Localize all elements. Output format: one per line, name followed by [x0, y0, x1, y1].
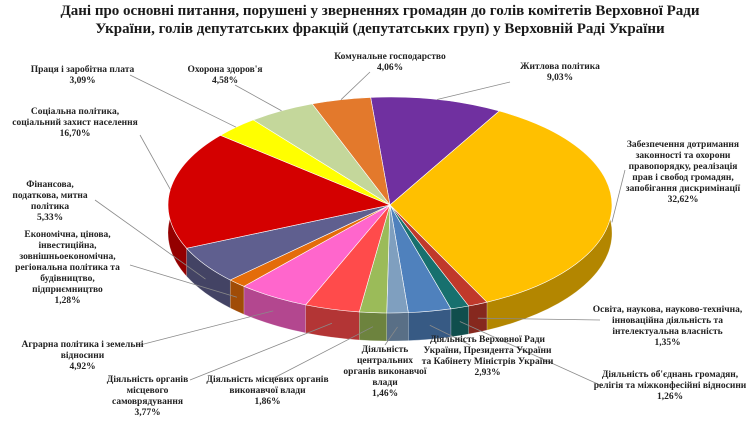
data-label: Економічна, цінова, інвестиційна, зовніш…: [5, 230, 130, 307]
slice-value: 9,03%: [546, 73, 574, 83]
slice-name: Аграрна політика і земельні відносини: [21, 340, 144, 361]
data-label: Соціальна політика, соціальний захист на…: [10, 107, 140, 140]
slice-name: Забезпечення дотримання законності та ох…: [625, 140, 741, 194]
slice-name: Діяльність об'єднань громадян, релігія т…: [593, 370, 747, 391]
slice-value: 3,77%: [134, 408, 161, 418]
slice-name: Діяльність органів місцевого самоврядува…: [106, 375, 189, 407]
leader-line: [189, 322, 333, 381]
slice-side: [386, 312, 409, 342]
leader-line: [477, 317, 601, 321]
leader-line: [437, 81, 511, 100]
slice-name: Освіта, наукова, науково-технічна, іннов…: [592, 305, 743, 337]
data-label: Забезпечення дотримання законності та ох…: [618, 140, 748, 206]
leader-line: [459, 321, 601, 386]
leader-line: [340, 71, 371, 100]
slice-name: Соціальна політика, соціальний захист на…: [12, 107, 138, 128]
slice: [311, 97, 391, 206]
slice-name: Житлова політика: [520, 62, 600, 72]
data-label: Освіта, наукова, науково-технічна, іннов…: [590, 305, 745, 349]
data-label: Комунальне господарство 4,06%: [330, 52, 450, 74]
slice-value: 1,35%: [654, 338, 681, 348]
leader-line: [269, 326, 374, 381]
slice: [389, 110, 613, 303]
slice-name: Економічна, цінова, інвестиційна, зовніш…: [15, 230, 120, 295]
data-label: Діяльність центральних органів виконавчо…: [340, 345, 430, 400]
slice: [370, 96, 500, 206]
slice-value: 1,28%: [54, 296, 81, 306]
slice-name: Комунальне господарство: [334, 52, 446, 62]
slice-side: [450, 305, 469, 338]
leader-line: [611, 169, 626, 223]
slice-value: 16,70%: [59, 129, 91, 139]
data-label: Охорона здоров'я 4,58%: [180, 65, 270, 87]
slice-value: 4,06%: [376, 63, 404, 73]
leader-line: [139, 134, 171, 190]
chart-title: Дані про основні питання, порушені у зве…: [60, 3, 700, 37]
slice-name: Фінансова, податкова, митна політика: [12, 180, 88, 212]
slice: [167, 134, 392, 249]
leader-line: [429, 324, 471, 346]
data-label: Діяльність місцевих органів виконавчої в…: [200, 375, 335, 408]
data-label: Житлова політика 9,03%: [500, 62, 620, 84]
slice-value: 1,86%: [254, 397, 281, 407]
slice-name: Охорона здоров'я: [187, 65, 263, 75]
leader-line: [234, 84, 282, 112]
data-label: Діяльність Верховної Ради України, Прези…: [420, 335, 555, 379]
slice-value: 1,46%: [371, 389, 399, 399]
data-label: Діяльність об'єднань громадян, релігія т…: [590, 370, 750, 403]
leader-line: [94, 199, 206, 280]
slice-name: Діяльність місцевих органів виконавчої в…: [206, 375, 329, 396]
data-label: Праця і заробітна плата 3,09%: [25, 65, 140, 87]
leader-line: [129, 74, 237, 128]
slice-value: 4,58%: [211, 76, 239, 86]
data-label: Фінансова, податкова, митна політика 5,33…: [5, 180, 95, 224]
data-label: Діяльність органів місцевого самоврядува…: [95, 375, 200, 419]
slice-name: Праця і заробітна плата: [30, 65, 135, 75]
slice-value: 2,93%: [474, 368, 501, 378]
slice-name: Діяльність Верховної Ради України, Прези…: [421, 335, 554, 367]
slice-side: [359, 311, 387, 342]
slice-value: 3,09%: [69, 76, 96, 86]
slice-value: 1,26%: [656, 392, 684, 402]
slice-value: 32,62%: [667, 195, 699, 205]
leader-line: [384, 326, 398, 346]
leader-line: [129, 264, 238, 298]
data-label: Аграрна політика і земельні відносини 4,9…: [15, 340, 150, 373]
slice-value: 5,33%: [36, 213, 64, 223]
slice-value: 4,92%: [69, 362, 96, 372]
leader-line: [139, 310, 274, 346]
slice-name: Діяльність центральних органів виконавчо…: [343, 345, 427, 388]
